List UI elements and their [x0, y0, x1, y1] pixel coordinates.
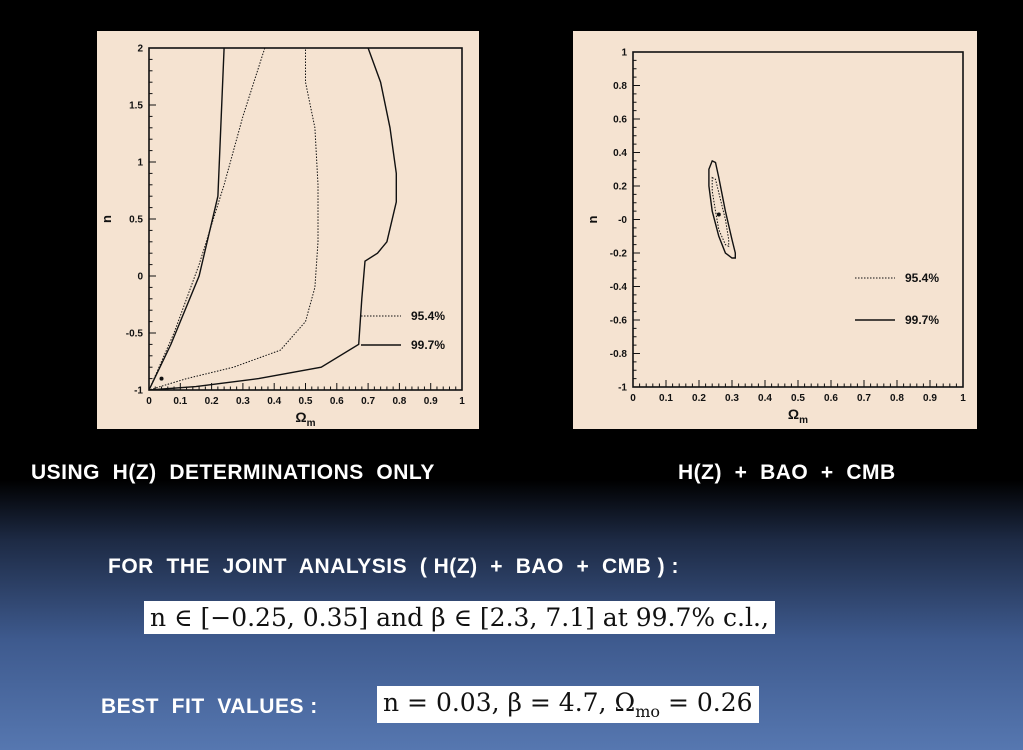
- y-axis-label: n: [585, 215, 600, 223]
- x-tick-label: 0.7: [857, 393, 871, 404]
- legend-label: 99.7%: [411, 338, 445, 352]
- constraint-text: n ∈ [−0.25, 0.35] and β ∈ [2.3, 7.1] at …: [150, 603, 769, 632]
- legend-label: 95.4%: [411, 309, 445, 323]
- x-tick-label: 1: [459, 396, 465, 407]
- caption-left: USING H(Z) DETERMINATIONS ONLY: [31, 461, 435, 484]
- best-fit-point: [159, 376, 164, 381]
- y-axis-label: n: [99, 215, 114, 223]
- y-tick-label: 0.6: [613, 115, 627, 126]
- contour-solid: [149, 48, 397, 390]
- y-tick-label: 0.4: [613, 148, 627, 159]
- x-tick-label: 0.2: [692, 393, 706, 404]
- constraint-box: n ∈ [−0.25, 0.35] and β ∈ [2.3, 7.1] at …: [144, 601, 775, 634]
- x-tick-label: 1: [960, 393, 966, 404]
- x-tick-label: 0.9: [424, 396, 438, 407]
- y-tick-label: 1: [137, 158, 143, 169]
- x-axis-label: Ωm: [788, 406, 808, 426]
- plot-frame: [632, 51, 964, 388]
- x-tick-label: 0: [630, 393, 636, 404]
- chart-right: 0 0.1 0.2 0.3 0.4 0.5 0.6 0.7 0.8 0.9 1 1 0.8 0.6 0.4 0…: [585, 48, 966, 427]
- y-tick-label: -0.8: [610, 349, 628, 360]
- x-axis-label: Ωm: [295, 409, 315, 429]
- x-tick-label: 0.4: [758, 393, 772, 404]
- x-tick-label: 0.8: [890, 393, 904, 404]
- legend-label: 95.4%: [905, 271, 939, 285]
- contour-solid: [708, 159, 736, 259]
- y-tick-label: 2: [137, 44, 143, 55]
- y-tick-label: 1: [621, 48, 627, 59]
- y-tick-label: 0: [137, 272, 143, 283]
- x-tick-label: 0.2: [205, 396, 219, 407]
- y-tick-label: -0.4: [610, 282, 628, 293]
- chart-left-panel: 0 0.1 0.2 0.3 0.4 0.5 0.6 0.7 0.8 0.9 1 2 1.5 1 0.5 0 -0…: [97, 31, 479, 429]
- contour-dotted: [711, 176, 730, 248]
- x-tick-label: 0.1: [173, 396, 187, 407]
- y-tick-label: 0.8: [613, 81, 627, 92]
- x-tick-label: 0.5: [299, 396, 313, 407]
- x-tick-label: 0.5: [791, 393, 805, 404]
- best-fit-text: n = 0.03, β = 4.7, Ω: [383, 688, 636, 717]
- x-tick-label: 0.9: [923, 393, 937, 404]
- y-tick-label: -0.2: [610, 249, 628, 260]
- caption-right: H(Z) + BAO + CMB: [678, 461, 896, 484]
- x-tick-label: 0.3: [725, 393, 739, 404]
- x-tick-label: 0.6: [330, 396, 344, 407]
- caption-joint-analysis: FOR THE JOINT ANALYSIS ( H(Z) + BAO + CM…: [108, 555, 679, 578]
- x-tick-label: 0.8: [392, 396, 406, 407]
- x-tick-label: 0.3: [236, 396, 250, 407]
- best-fit-subscript: mo: [635, 702, 660, 721]
- contour-dotted: [149, 48, 319, 390]
- best-fit-tail: = 0.26: [660, 688, 753, 717]
- y-tick-label: 1.5: [129, 101, 143, 112]
- x-tick-label: 0.4: [267, 396, 281, 407]
- chart-left: 0 0.1 0.2 0.3 0.4 0.5 0.6 0.7 0.8 0.9 1 2 1.5 1 0.5 0 -0…: [99, 44, 465, 430]
- best-fit-box: n = 0.03, β = 4.7, Ωmo = 0.26: [377, 686, 759, 723]
- chart-right-panel: 0 0.1 0.2 0.3 0.4 0.5 0.6 0.7 0.8 0.9 1 1 0.8 0.6 0.4 0…: [573, 31, 977, 429]
- caption-best-fit: BEST FIT VALUES :: [101, 695, 318, 718]
- x-tick-label: 0.1: [659, 393, 673, 404]
- best-fit-point: [716, 212, 721, 217]
- y-tick-label: -0.6: [610, 316, 628, 327]
- x-tick-label: 0: [146, 396, 152, 407]
- x-axis-label-subscript: m: [799, 415, 808, 426]
- y-tick-label: -1: [618, 383, 627, 394]
- x-tick-label: 0.7: [361, 396, 375, 407]
- y-tick-label: -0: [618, 215, 627, 226]
- y-tick-label: -1: [134, 386, 143, 397]
- y-tick-label: 0.2: [613, 182, 627, 193]
- x-axis-label-subscript: m: [307, 418, 316, 429]
- x-tick-label: 0.6: [824, 393, 838, 404]
- y-tick-label: 0.5: [129, 215, 143, 226]
- legend-label: 99.7%: [905, 313, 939, 327]
- y-tick-label: -0.5: [126, 329, 144, 340]
